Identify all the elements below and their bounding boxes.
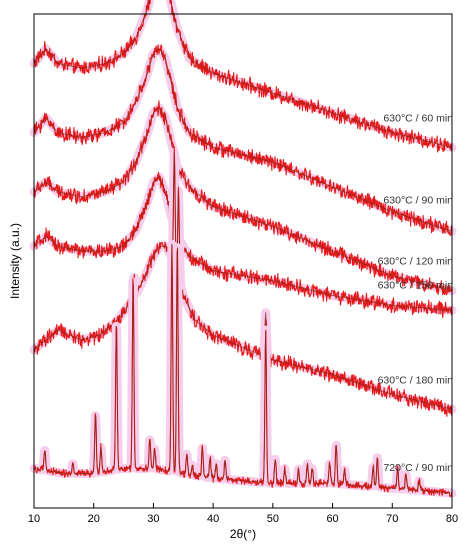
x-tick-label: 20	[88, 513, 100, 525]
series-line-core	[33, 152, 453, 410]
series-label: 630°C / 90 min	[383, 195, 453, 207]
plot-frame	[33, 13, 453, 509]
series-label: 720°C / 90 min	[383, 462, 453, 474]
series-label: 630°C / 150 min	[378, 279, 454, 291]
series-line-halo	[29, 0, 457, 152]
y-axis-label: Intensity (a.u.)	[8, 223, 22, 299]
series-6	[29, 239, 457, 498]
series-5	[29, 145, 457, 417]
series-line-core	[33, 48, 453, 232]
series-line-core	[33, 176, 453, 311]
x-tick-label: 30	[147, 513, 159, 525]
series-line-core	[33, 243, 453, 494]
series-3	[29, 100, 457, 296]
series-layer	[29, 0, 457, 498]
series-label: 630°C / 60 min	[383, 113, 453, 125]
series-4	[29, 171, 457, 319]
series-line	[33, 100, 453, 296]
x-axis-ticks: 10 20 30 40 50 60 70 80	[28, 503, 458, 525]
x-tick-label: 80	[446, 513, 458, 525]
series-1	[29, 0, 457, 153]
series-labels: 630°C / 60 min 630°C / 90 min 630°C / 120 …	[378, 113, 454, 475]
x-tick-label: 50	[267, 513, 279, 525]
x-tick-label: 60	[326, 513, 338, 525]
x-tick-label: 10	[28, 513, 40, 525]
series-label: 630°C / 120 min	[378, 256, 454, 268]
series-line	[33, 0, 453, 153]
series-2	[29, 44, 457, 237]
x-tick-label: 40	[207, 513, 219, 525]
series-line	[33, 44, 453, 237]
series-line-core	[33, 0, 453, 148]
x-axis-label: 2θ(°)	[230, 527, 256, 541]
series-line	[33, 145, 453, 417]
x-tick-label: 70	[386, 513, 398, 525]
series-line-core	[33, 107, 453, 292]
series-label: 630°C / 180 min	[378, 374, 454, 386]
